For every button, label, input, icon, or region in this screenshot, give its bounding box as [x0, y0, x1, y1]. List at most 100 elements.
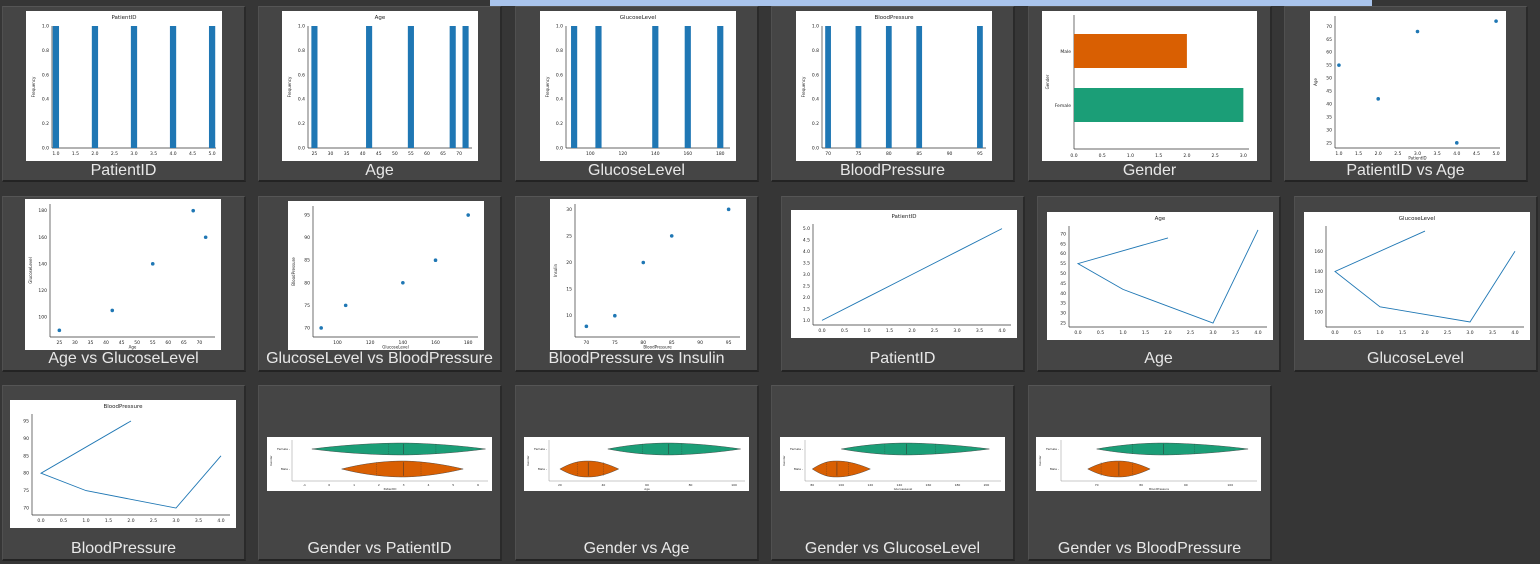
chart-card-bloodpressure-vs-insulin[interactable]: 70 75 80 85 90 95 10 15 20 25 30 BloodPressure Insul…	[515, 196, 759, 372]
chart-card-gender-vs-age[interactable]: 20 40 60 80 100 Age Gender Female - Male - Gender…	[515, 385, 759, 561]
x-tick-label: 60	[165, 340, 171, 346]
chart-card-age[interactable]: Age 0.0 0.5 1.0 1.5 2.0 2.5 3.0 3.5 4.0 25 30 35 40 45…	[1037, 196, 1281, 372]
chart-card-bloodpressure[interactable]: BloodPressure 0.0 0.5 1.0 1.5 2.0 2.5 3.0 3.5 4.0…	[2, 385, 246, 561]
chart-card-age[interactable]: Age 0.0 0.2 0.4 0.6 0.8 1.0 25 30 35 40 45 50 55 60 65 7…	[258, 6, 502, 182]
x-tick-label: 25	[312, 151, 318, 157]
chart-card-patientid[interactable]: PatientID 0.0 0.2 0.4 0.6 0.8 1.0 1.0 1.5 2.0 2.5 3…	[2, 6, 246, 182]
category-label: Male -	[1050, 467, 1059, 471]
x-tick-label: 65	[181, 340, 187, 346]
x-tick-label: 3.5	[1489, 330, 1496, 336]
chart-thumbnail[interactable]: 100 120 140 160 180 70 75 80 85 90 95 GlucoseLevel B…	[288, 201, 484, 350]
chart-thumbnail[interactable]: 1.0 1.5 2.0 2.5 3.0 3.5 4.0 4.5 5.0 25 30 35 40 45 50 5…	[1310, 11, 1506, 161]
y-tick-label: 2.5	[803, 283, 810, 289]
chart-thumbnail[interactable]: BloodPressure 0.0 0.2 0.4 0.6 0.8 1.0 70 75 80 85 9…	[796, 11, 992, 161]
y-tick-label: 95	[304, 213, 310, 219]
category-label: Female -	[277, 447, 290, 451]
chart-card-gender-vs-patientid[interactable]: -1 0 1 2 3 4 5 6 PatientID Gender Female - Male - Ge…	[258, 385, 502, 561]
x-tick-label: 80	[640, 340, 646, 346]
chart-thumbnail[interactable]: GlucoseLevel 0.0 0.2 0.4 0.6 0.8 1.0 100 120 140 1…	[540, 11, 736, 161]
chart-thumbnail[interactable]: PatientID 0.0 0.2 0.4 0.6 0.8 1.0 1.0 1.5 2.0 2.5 3…	[26, 11, 222, 161]
x-tick-label: 140	[399, 340, 408, 346]
chart-thumbnail[interactable]: 25 30 35 40 45 50 55 60 65 70 100 120 140 160 180 Age Gl…	[25, 199, 221, 350]
histogram-bar	[449, 26, 456, 148]
y-tick-label: 100	[38, 315, 47, 321]
x-axis-label: BloodPressure	[1149, 487, 1169, 491]
x-tick-label: 85	[669, 340, 675, 346]
chart-thumbnail[interactable]: 70 80 90 100 BloodPressure Gender Female - Male…	[1036, 437, 1261, 491]
scatter-point	[1415, 29, 1420, 34]
chart-thumbnail[interactable]: PatientID 0.0 0.5 1.0 1.5 2.0 2.5 3.0 3.5 4.0 1.0 1…	[791, 210, 1017, 338]
y-tick-label: 95	[23, 418, 29, 424]
x-tick-label: 2	[378, 483, 380, 487]
chart-thumbnail[interactable]: GlucoseLevel 0.0 0.5 1.0 1.5 2.0 2.5 3.0 3.5 4.0 1…	[1304, 212, 1530, 340]
chart-title: PatientID	[891, 214, 916, 220]
y-tick-label: 0.4	[42, 97, 49, 103]
y-tick-label: 0.0	[42, 146, 49, 152]
x-tick-label: 2.5	[150, 518, 157, 524]
chart-card-glucoselevel-vs-bloodpressure[interactable]: 100 120 140 160 180 70 75 80 85 90 95 GlucoseLevel B…	[258, 196, 502, 372]
y-tick-label: 35	[1326, 114, 1332, 120]
chart-card-age-vs-glucoselevel[interactable]: 25 30 35 40 45 50 55 60 65 70 100 120 140 160 180 Age Gl…	[2, 196, 246, 372]
chart-card-glucoselevel[interactable]: GlucoseLevel 0.0 0.5 1.0 1.5 2.0 2.5 3.0 3.5 4.0 1…	[1294, 196, 1538, 372]
x-axis-label: PatientID	[1408, 156, 1426, 161]
chart-card-gender[interactable]: 0.0 0.5 1.0 1.5 2.0 2.5 3.0 Male Female Gender Gen…	[1028, 6, 1272, 182]
x-tick-label: 0.0	[818, 328, 825, 334]
x-tick-label: 4	[427, 483, 429, 487]
y-tick-label: 25	[1060, 321, 1066, 327]
x-tick-label: 40	[103, 340, 109, 346]
chart-thumbnail[interactable]: 0.0 0.5 1.0 1.5 2.0 2.5 3.0 Male Female Gender	[1042, 11, 1257, 161]
x-tick-label: 2.5	[111, 151, 118, 157]
histogram-bar	[311, 26, 318, 148]
x-tick-label: 3.0	[953, 328, 960, 334]
chart-thumbnail[interactable]: 80 100 120 140 160 180 200 GlucoseLevel Gender Fe…	[780, 437, 1005, 491]
category-label: Female -	[790, 447, 803, 451]
y-tick-label: 20	[566, 260, 572, 266]
y-tick-label: 55	[1326, 63, 1332, 69]
y-tick-label: 50	[1060, 271, 1066, 277]
chart-card-bloodpressure[interactable]: BloodPressure 0.0 0.2 0.4 0.6 0.8 1.0 70 75 80 85 9…	[771, 6, 1015, 182]
chart-card-glucoselevel[interactable]: GlucoseLevel 0.0 0.2 0.4 0.6 0.8 1.0 100 120 140 1…	[515, 6, 759, 182]
x-tick-label: 80	[886, 151, 892, 157]
chart-card-gender-vs-bloodpressure[interactable]: 70 80 90 100 BloodPressure Gender Female - Male…	[1028, 385, 1272, 561]
chart-thumbnail[interactable]: 70 75 80 85 90 95 10 15 20 25 30 BloodPressure Insul…	[550, 199, 746, 350]
x-tick-label: 2.5	[1212, 153, 1219, 159]
chart-card-patientid-vs-age[interactable]: 1.0 1.5 2.0 2.5 3.0 3.5 4.0 4.5 5.0 25 30 35 40 45 50 5…	[1284, 6, 1528, 182]
x-tick-label: 60	[424, 151, 430, 157]
scatter-point	[433, 258, 438, 263]
x-tick-label: 120	[867, 483, 873, 487]
chart-thumbnail[interactable]: 20 40 60 80 100 Age Gender Female - Male -	[524, 437, 749, 491]
y-axis-label: Frequency	[31, 76, 36, 97]
chart-card-patientid[interactable]: PatientID 0.0 0.5 1.0 1.5 2.0 2.5 3.0 3.5 4.0 1.0 1…	[781, 196, 1025, 372]
x-tick-label: 0.0	[1074, 330, 1081, 336]
chart-card-label: PatientID	[869, 350, 936, 367]
x-tick-label: 4.0	[1511, 330, 1518, 336]
x-axis-label: GlucoseLevel	[894, 487, 913, 491]
chart-thumbnail[interactable]: BloodPressure 0.0 0.5 1.0 1.5 2.0 2.5 3.0 3.5 4.0…	[10, 400, 236, 528]
y-tick-label: 0.4	[812, 97, 819, 103]
bar-male	[1074, 34, 1187, 68]
chart-card-gender-vs-glucoselevel[interactable]: 80 100 120 140 160 180 200 GlucoseLevel Gender Fe…	[771, 385, 1015, 561]
x-axis-label: GlucoseLevel	[382, 345, 409, 350]
x-tick-label: 2.5	[1394, 151, 1401, 157]
x-tick-label: 95	[977, 151, 983, 157]
x-tick-label: 75	[856, 151, 862, 157]
x-tick-label: 140	[651, 151, 660, 157]
x-tick-label: 3.5	[150, 151, 157, 157]
chart-svg: PatientID 0.0 0.5 1.0 1.5 2.0 2.5 3.0 3.5 4.0 1.0 1…	[803, 214, 1011, 334]
chart-thumbnail[interactable]: Age 0.0 0.5 1.0 1.5 2.0 2.5 3.0 3.5 4.0 25 30 35 40 45…	[1047, 212, 1273, 340]
scatter-point	[1337, 63, 1341, 67]
x-tick-label: 200	[984, 483, 990, 487]
scatter-point	[319, 326, 323, 330]
x-tick-label: 3.0	[130, 151, 137, 157]
chart-svg: Age 0.0 0.2 0.4 0.6 0.8 1.0 25 30 35 40 45 50 55 60 65 7…	[287, 15, 472, 157]
x-tick-label: 50	[134, 340, 140, 346]
chart-card-label: GlucoseLevel	[1367, 350, 1464, 367]
x-tick-label: 4.0	[1453, 151, 1460, 157]
y-tick-label: 180	[38, 208, 47, 214]
horizontal-scrollbar-thumb[interactable]	[490, 0, 1372, 6]
chart-card-label: PatientID vs Age	[1346, 162, 1465, 179]
chart-thumbnail[interactable]: Age 0.0 0.2 0.4 0.6 0.8 1.0 25 30 35 40 45 50 55 60 65 7…	[282, 11, 478, 161]
y-axis-label: Frequency	[545, 76, 550, 97]
chart-thumbnail[interactable]: -1 0 1 2 3 4 5 6 PatientID Gender Female - Male -	[267, 437, 492, 491]
x-tick-label: 1.0	[82, 518, 89, 524]
